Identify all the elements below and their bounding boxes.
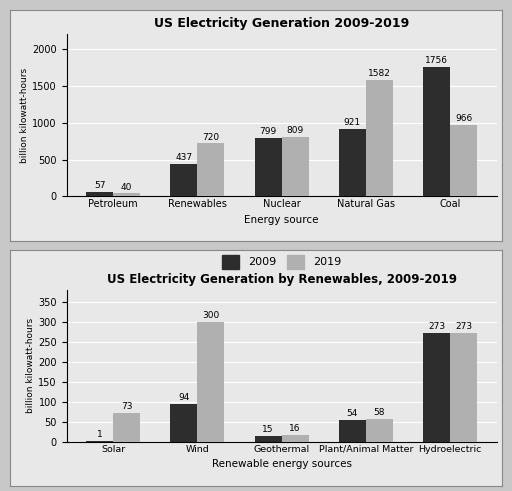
- Legend: 2009, 2019: 2009, 2019: [218, 250, 346, 273]
- Text: 58: 58: [374, 408, 385, 417]
- Text: 1756: 1756: [425, 56, 448, 65]
- X-axis label: Renewable energy sources: Renewable energy sources: [211, 459, 352, 469]
- Bar: [339, 420, 366, 442]
- Bar: [86, 192, 113, 196]
- Bar: [423, 332, 450, 442]
- Text: 300: 300: [202, 311, 220, 320]
- Text: 799: 799: [260, 127, 277, 136]
- Bar: [170, 164, 197, 196]
- Bar: [113, 412, 140, 442]
- Text: 273: 273: [455, 322, 472, 330]
- Bar: [254, 436, 282, 442]
- Bar: [282, 436, 309, 442]
- Title: US Electricity Generation by Renewables, 2009-2019: US Electricity Generation by Renewables,…: [106, 273, 457, 286]
- Text: 57: 57: [94, 181, 105, 191]
- Text: 437: 437: [175, 153, 193, 163]
- Text: 54: 54: [347, 409, 358, 418]
- Y-axis label: billion kilowatt-hours: billion kilowatt-hours: [20, 68, 29, 163]
- Text: 16: 16: [289, 425, 301, 434]
- Text: 1: 1: [97, 431, 102, 439]
- Bar: [366, 80, 393, 196]
- Text: 1582: 1582: [368, 69, 391, 78]
- Text: 40: 40: [121, 183, 132, 191]
- Bar: [197, 143, 224, 196]
- Bar: [339, 129, 366, 196]
- Text: 273: 273: [428, 322, 445, 330]
- Text: 966: 966: [455, 114, 472, 123]
- Y-axis label: billion kilowatt-hours: billion kilowatt-hours: [27, 318, 35, 413]
- Bar: [282, 137, 309, 196]
- Bar: [170, 404, 197, 442]
- Bar: [197, 322, 224, 442]
- Bar: [423, 67, 450, 196]
- Bar: [366, 419, 393, 442]
- Bar: [450, 332, 477, 442]
- Text: 720: 720: [202, 133, 219, 141]
- Text: 921: 921: [344, 118, 361, 127]
- X-axis label: Energy source: Energy source: [244, 215, 319, 225]
- Text: 94: 94: [178, 393, 189, 402]
- Bar: [254, 137, 282, 196]
- Bar: [450, 125, 477, 196]
- Text: 73: 73: [121, 402, 132, 410]
- Text: 15: 15: [262, 425, 274, 434]
- Text: 809: 809: [286, 126, 304, 135]
- Title: US Electricity Generation 2009-2019: US Electricity Generation 2009-2019: [154, 17, 409, 30]
- Bar: [113, 193, 140, 196]
